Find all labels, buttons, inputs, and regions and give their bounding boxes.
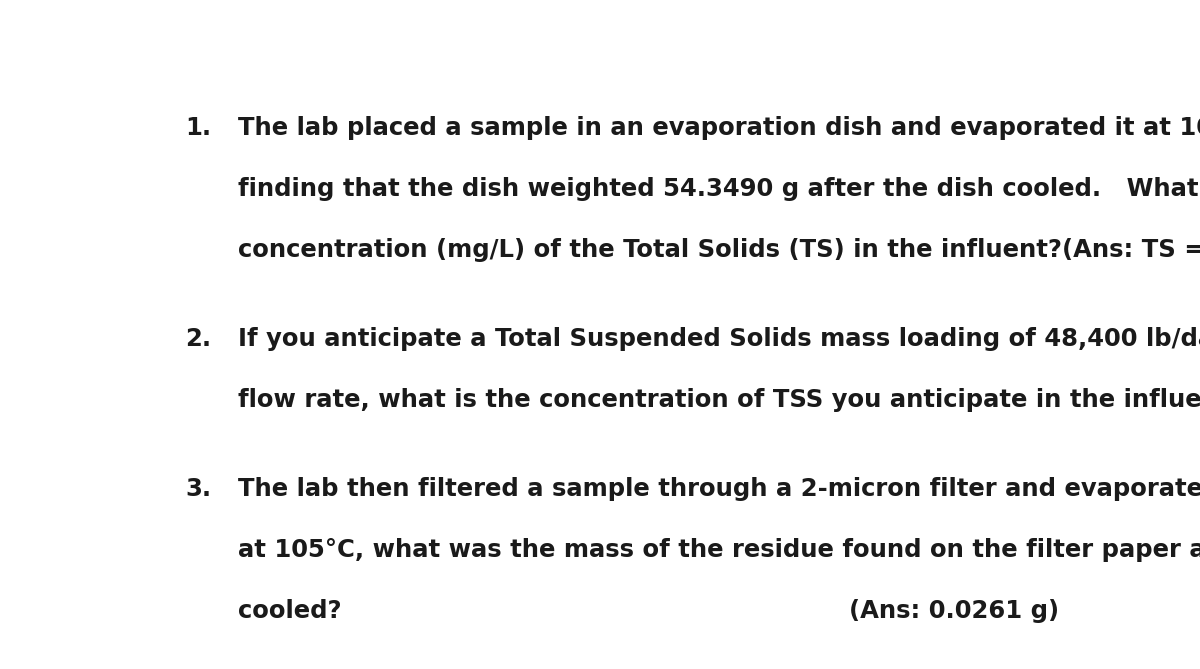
Text: 1.: 1. [185,116,211,140]
Text: concentration (mg/L) of the Total Solids (TS) in the influent?(Ans: TS = 733.3 m: concentration (mg/L) of the Total Solids… [239,238,1200,262]
Text: cooled?: cooled? [239,599,342,622]
Text: 3.: 3. [185,477,211,501]
Text: 2.: 2. [185,327,211,351]
Text: flow rate, what is the concentration of TSS you anticipate in the influent?: flow rate, what is the concentration of … [239,388,1200,412]
Text: finding that the dish weighted 54.3490 g after the dish cooled.   What is the: finding that the dish weighted 54.3490 g… [239,177,1200,201]
Text: at 105°C, what was the mass of the residue found on the filter paper after it: at 105°C, what was the mass of the resid… [239,538,1200,562]
Text: The lab placed a sample in an evaporation dish and evaporated it at 105°C: The lab placed a sample in an evaporatio… [239,116,1200,140]
Text: The lab then filtered a sample through a 2-micron filter and evaporated the filt: The lab then filtered a sample through a… [239,477,1200,501]
Text: If you anticipate a Total Suspended Solids mass loading of 48,400 lb/day at this: If you anticipate a Total Suspended Soli… [239,327,1200,351]
Text: (Ans: 0.0261 g): (Ans: 0.0261 g) [850,599,1060,622]
